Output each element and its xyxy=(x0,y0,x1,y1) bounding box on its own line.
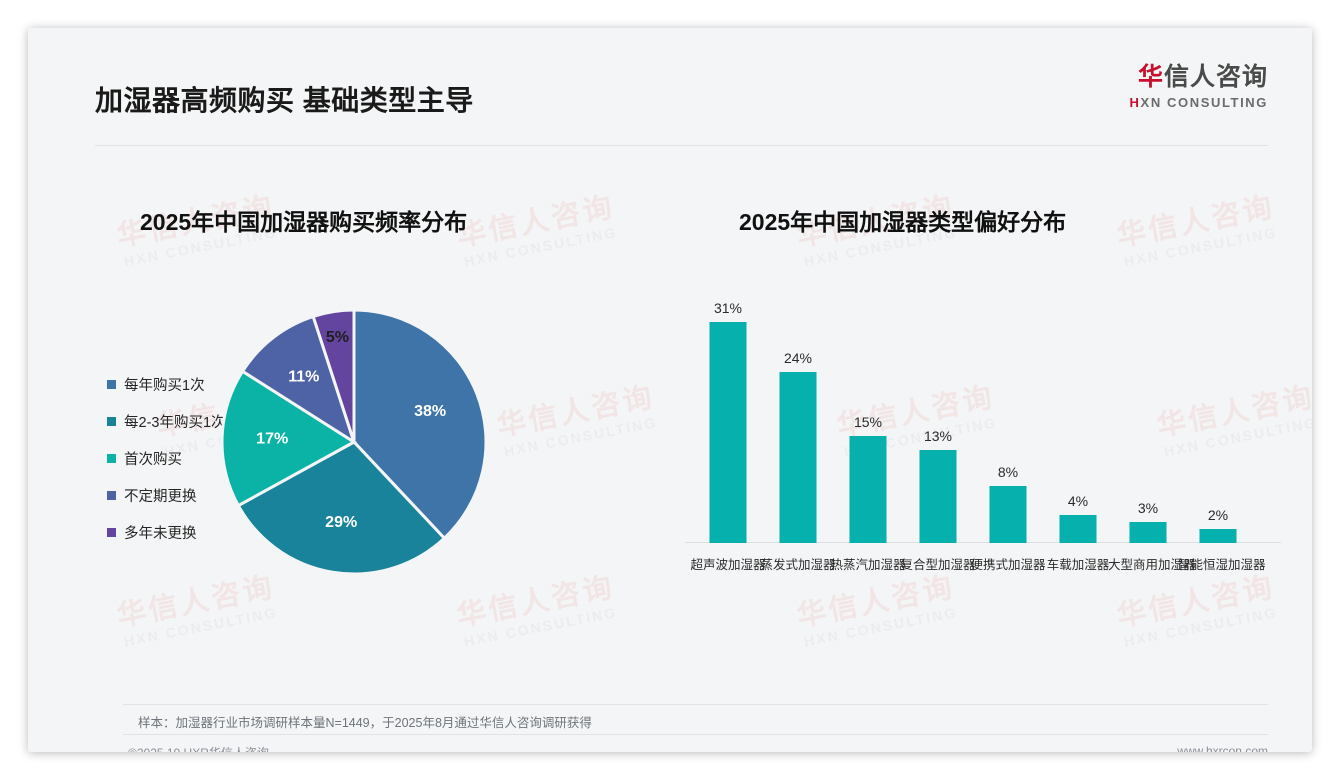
bar-rect[interactable] xyxy=(1059,514,1097,543)
bar-column[interactable]: 15% 热蒸汽加湿器 xyxy=(830,414,905,572)
brand-logo-en-red: H xyxy=(1129,94,1141,110)
pie-chart-graphic: 38% 29% 17% 11% 5% xyxy=(220,308,488,576)
bar-value-label: 31% xyxy=(713,300,743,317)
source-note: 样本：加湿器行业市场调研样本量N=1449，于2025年8月通过华信人咨询调研获… xyxy=(138,716,592,730)
bar-rect[interactable] xyxy=(1129,521,1167,543)
legend-item[interactable]: 每2-3年购买1次 xyxy=(107,403,252,440)
bar-column[interactable]: 2% 智能恒湿加湿器 xyxy=(1178,507,1266,572)
brand-logo-cn-red: 华 xyxy=(1137,63,1164,91)
bar-column[interactable]: 8% 便携式加湿器 xyxy=(970,464,1045,572)
bar-rect[interactable] xyxy=(849,436,887,543)
bar-category-label: 蒸发式加湿器 xyxy=(760,558,836,572)
copyright-text: ©2025.10 HXR华信人咨询 xyxy=(128,744,269,752)
pie-slice-label: 29% xyxy=(325,514,357,531)
brand-logo-en: HXN CONSULTING xyxy=(1130,95,1268,110)
legend-item[interactable]: 多年未更换 xyxy=(107,514,252,551)
brand-logo-cn-rest: 信人咨询 xyxy=(1163,63,1268,91)
pie-svg: 38% 29% 17% 11% 5% xyxy=(220,308,488,576)
legend-swatch xyxy=(107,417,116,426)
bar-column[interactable]: 13% 复合型加湿器 xyxy=(900,428,975,572)
legend-swatch xyxy=(107,491,116,500)
brand-logo-cn: 华信人咨询 xyxy=(1130,63,1268,92)
legend-label: 每2-3年购买1次 xyxy=(124,415,226,431)
legend-swatch xyxy=(107,528,116,537)
bar-category-label: 智能恒湿加湿器 xyxy=(1178,558,1266,572)
legend-swatch xyxy=(107,454,116,463)
bar-category-label: 车载加湿器 xyxy=(1046,558,1110,572)
bar-chart-title: 2025年中国加湿器类型偏好分布 xyxy=(739,209,1067,235)
footer-divider xyxy=(123,734,1268,735)
pie-slice[interactable] xyxy=(352,308,488,541)
pie-chart-legend: 每年购买1次每2-3年购买1次 首次购买不定期更换多年未更换 xyxy=(107,366,252,551)
bar-column[interactable]: 24% 蒸发式加湿器 xyxy=(760,350,835,572)
bar-value-label: 24% xyxy=(783,350,813,367)
brand-logo: 华信人咨询 HXN CONSULTING xyxy=(1130,63,1268,110)
pie-slice[interactable] xyxy=(236,440,447,576)
bar-category-label: 超声波加湿器 xyxy=(690,558,766,572)
slide-header: 加湿器高频购买 基础类型主导 华信人咨询 HXN CONSULTING xyxy=(28,28,1312,146)
bar-rect[interactable] xyxy=(709,322,747,543)
legend-label: 每年购买1次 xyxy=(124,378,205,394)
legend-item[interactable]: 首次购买 xyxy=(107,440,252,477)
pie-slice[interactable] xyxy=(311,308,356,443)
pie-chart-title: 2025年中国加湿器购买频率分布 xyxy=(140,209,468,235)
pie-chart-panel: 2025年中国加湿器购买频率分布 每年购买1次每2-3年购买1次 首次购买不定期更… xyxy=(95,188,655,628)
pie-slice[interactable] xyxy=(240,314,357,446)
bar-column[interactable]: 3% 大型商用加湿器 xyxy=(1108,500,1196,572)
bar-value-label: 3% xyxy=(1137,499,1159,516)
pie-slice-label: 38% xyxy=(414,403,446,420)
legend-item[interactable]: 不定期更换 xyxy=(107,477,252,514)
bar-chart-panel: 2025年中国加湿器类型偏好分布 31% 超声波加湿器 24% 蒸发式加湿器 15% 热蒸… xyxy=(683,188,1283,628)
legend-label: 不定期更换 xyxy=(124,489,197,505)
bar-chart-graphic: 31% 超声波加湿器 24% 蒸发式加湿器 15% 热蒸汽加湿器 13% 复合型加湿器 8% 便携… xyxy=(683,283,1283,583)
source-divider xyxy=(123,704,1268,705)
bar-column[interactable]: 4% 车载加湿器 xyxy=(1045,493,1111,572)
pie-slice-label: 5% xyxy=(326,329,349,346)
bar-rect[interactable] xyxy=(779,372,817,543)
pie-slice-label: 17% xyxy=(256,431,288,448)
bar-value-label: 4% xyxy=(1067,492,1089,509)
bar-chart-baseline xyxy=(685,542,1281,543)
bar-category-label: 便携式加湿器 xyxy=(970,558,1046,572)
brand-logo-en-rest: XN CONSULTING xyxy=(1140,94,1268,110)
pie-slice-label: 11% xyxy=(288,369,319,386)
bar-category-label: 热蒸汽加湿器 xyxy=(830,558,906,572)
bar-value-label: 15% xyxy=(853,414,883,431)
legend-swatch xyxy=(107,380,116,389)
bar-category-label: 复合型加湿器 xyxy=(900,558,976,572)
pie-slice[interactable] xyxy=(220,369,357,508)
slide-canvas: 华信人咨询 HXN CONSULTING 华信人咨询 HXN CONSULTING 华信… xyxy=(28,28,1312,752)
bar-value-label: 13% xyxy=(923,428,953,445)
bar-rect[interactable] xyxy=(1199,528,1237,543)
website-url[interactable]: www.hxrcon.com xyxy=(1177,744,1268,752)
bar-value-label: 8% xyxy=(997,464,1019,481)
legend-label: 首次购买 xyxy=(124,452,182,468)
legend-item[interactable]: 每年购买1次 xyxy=(107,366,252,403)
bar-column[interactable]: 31% 超声波加湿器 xyxy=(690,300,765,572)
bar-rect[interactable] xyxy=(989,486,1027,543)
bar-value-label: 2% xyxy=(1207,506,1229,523)
header-divider xyxy=(95,145,1268,146)
page-title: 加湿器高频购买 基础类型主导 xyxy=(95,85,474,116)
bar-rect[interactable] xyxy=(919,450,957,543)
legend-label: 多年未更换 xyxy=(124,526,197,542)
bar-category-label: 大型商用加湿器 xyxy=(1108,558,1196,572)
